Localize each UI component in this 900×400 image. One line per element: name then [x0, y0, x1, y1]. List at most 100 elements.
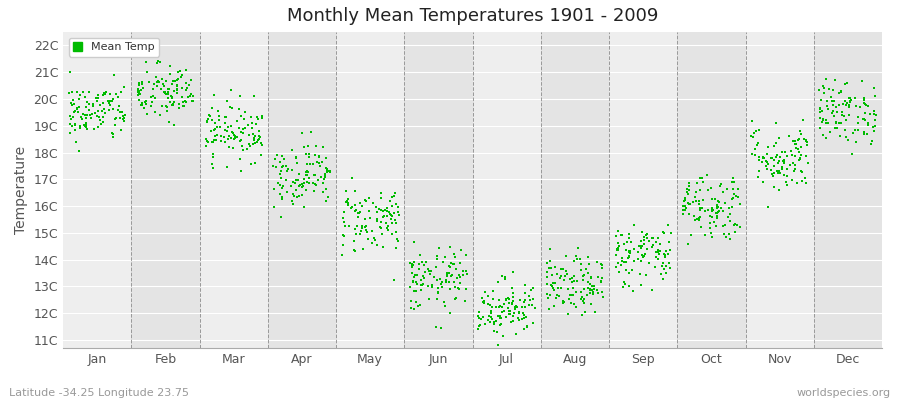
- Point: [819, 117, 833, 123]
- Point: [678, 196, 692, 203]
- Point: [492, 322, 507, 328]
- Point: [155, 76, 169, 83]
- Point: [608, 264, 623, 270]
- Point: [577, 300, 591, 306]
- Point: [253, 134, 267, 140]
- Point: [430, 296, 445, 302]
- Point: [595, 262, 609, 268]
- Point: [379, 205, 393, 211]
- Point: [485, 288, 500, 294]
- Point: [594, 260, 608, 267]
- Point: [637, 237, 652, 243]
- Point: [359, 227, 374, 233]
- Point: [309, 142, 323, 149]
- Point: [793, 156, 807, 162]
- Point: [857, 95, 871, 101]
- Point: [569, 304, 583, 310]
- Point: [165, 94, 179, 100]
- Point: [794, 131, 808, 137]
- Point: [201, 139, 215, 146]
- Point: [547, 302, 562, 309]
- Point: [625, 267, 639, 273]
- Point: [861, 102, 876, 109]
- Point: [132, 80, 147, 87]
- Point: [611, 259, 625, 266]
- Point: [295, 191, 310, 198]
- Point: [286, 191, 301, 198]
- Point: [659, 263, 673, 269]
- Point: [648, 264, 662, 270]
- Point: [501, 305, 516, 311]
- Point: [83, 112, 97, 119]
- Point: [274, 174, 288, 181]
- Point: [266, 186, 281, 192]
- Point: [777, 158, 791, 164]
- Point: [698, 208, 713, 214]
- Point: [747, 146, 761, 152]
- Point: [68, 122, 83, 128]
- Point: [709, 205, 724, 212]
- Point: [710, 212, 724, 219]
- Point: [633, 243, 647, 249]
- Point: [827, 113, 842, 120]
- Point: [80, 98, 94, 105]
- Point: [683, 200, 698, 207]
- Point: [448, 284, 463, 290]
- Point: [472, 308, 487, 315]
- Point: [616, 278, 631, 285]
- Point: [760, 158, 774, 164]
- Point: [447, 261, 462, 268]
- Point: [836, 101, 850, 108]
- Point: [159, 78, 174, 84]
- Point: [165, 102, 179, 108]
- Point: [486, 328, 500, 335]
- Point: [381, 222, 395, 229]
- Point: [367, 235, 382, 241]
- Point: [518, 297, 532, 304]
- Point: [504, 300, 518, 307]
- Point: [860, 120, 875, 126]
- Point: [289, 154, 303, 160]
- Point: [131, 82, 146, 88]
- Point: [868, 85, 882, 92]
- Point: [550, 271, 564, 278]
- Point: [610, 246, 625, 252]
- Point: [680, 186, 695, 193]
- Point: [779, 182, 794, 188]
- Point: [370, 209, 384, 216]
- Point: [220, 128, 234, 134]
- Point: [679, 195, 693, 202]
- Point: [95, 114, 110, 120]
- Point: [770, 168, 785, 174]
- Point: [813, 124, 827, 131]
- Point: [131, 89, 146, 95]
- Point: [544, 265, 558, 271]
- Point: [493, 321, 508, 327]
- Point: [764, 167, 778, 174]
- Point: [583, 274, 598, 280]
- Bar: [814, 32, 882, 348]
- Point: [180, 85, 194, 92]
- Point: [503, 311, 517, 318]
- Point: [815, 116, 830, 122]
- Point: [559, 268, 573, 274]
- Point: [726, 190, 741, 197]
- Point: [392, 212, 406, 218]
- Point: [634, 238, 648, 244]
- Point: [364, 240, 379, 246]
- Point: [218, 120, 232, 126]
- Point: [252, 128, 266, 134]
- Point: [760, 166, 775, 172]
- Point: [752, 154, 767, 160]
- Point: [68, 108, 82, 114]
- Point: [506, 318, 520, 324]
- Point: [842, 112, 856, 118]
- Point: [157, 83, 171, 90]
- Point: [623, 250, 637, 256]
- Point: [370, 241, 384, 248]
- Point: [255, 114, 269, 121]
- Point: [777, 160, 791, 166]
- Point: [105, 96, 120, 102]
- Point: [414, 282, 428, 288]
- Point: [550, 291, 564, 298]
